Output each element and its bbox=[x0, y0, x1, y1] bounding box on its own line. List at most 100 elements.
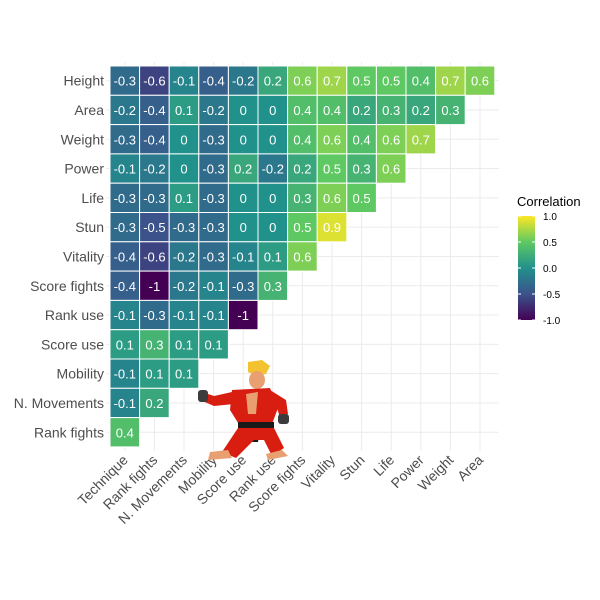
legend-tick-label: -0.5 bbox=[543, 290, 561, 301]
heatmap-cell bbox=[405, 94, 437, 126]
heatmap-cell bbox=[198, 94, 229, 126]
heatmap-cell bbox=[257, 182, 289, 213]
heatmap-cell bbox=[198, 182, 229, 213]
heatmap-cell bbox=[109, 153, 141, 184]
cell-value-label: -0.2 bbox=[202, 103, 224, 118]
x-tick-label: Stun bbox=[336, 452, 368, 484]
heatmap-cell bbox=[257, 270, 289, 301]
cell-value-label: 0.6 bbox=[382, 162, 400, 177]
heatmap-cell bbox=[109, 212, 141, 243]
cell-value-label: -0.3 bbox=[202, 191, 224, 206]
heatmap-cell bbox=[464, 65, 496, 96]
cell-value-label: 0.3 bbox=[293, 191, 311, 206]
legend: Correlation 1.0 0.5 0.0 -0.5 -1.0 bbox=[517, 194, 581, 327]
cell-value-label: -0.1 bbox=[202, 308, 224, 323]
cell-value-label: 0.6 bbox=[471, 74, 489, 89]
cell-value-label: -1 bbox=[149, 279, 161, 294]
cell-value-label: 0.3 bbox=[382, 103, 400, 118]
cell-value-label: 0 bbox=[240, 103, 247, 118]
cell-value-label: -0.3 bbox=[114, 191, 136, 206]
heatmap-cell bbox=[405, 65, 437, 96]
cell-value-label: 0.2 bbox=[353, 103, 371, 118]
cell-value-label: -0.4 bbox=[114, 279, 136, 294]
cell-value-label: 0.3 bbox=[145, 337, 163, 352]
cell-value-label: -0.2 bbox=[173, 279, 195, 294]
cell-value-label: 0.4 bbox=[353, 132, 371, 147]
cell-value-label: 0.7 bbox=[441, 74, 459, 89]
y-tick-label: Life bbox=[81, 190, 104, 206]
y-axis-labels: Height Area Weight Power Life Stun Vitality Sco… bbox=[14, 73, 105, 441]
cell-value-label: 0.3 bbox=[264, 279, 282, 294]
heatmap-cell bbox=[375, 153, 407, 184]
cell-value-label: 0.6 bbox=[382, 132, 400, 147]
heatmap-cell bbox=[316, 65, 348, 96]
heatmap-cell bbox=[346, 182, 377, 213]
cell-value-label: -0.6 bbox=[143, 249, 165, 264]
cell-value-label: -0.3 bbox=[202, 132, 224, 147]
heatmap-cell bbox=[435, 94, 466, 126]
cell-value-label: 0.4 bbox=[323, 103, 341, 118]
cell-value-label: 0 bbox=[269, 220, 276, 235]
cell-value-label: 0 bbox=[240, 132, 247, 147]
cell-value-label: 0.4 bbox=[412, 74, 430, 89]
cell-value-label: -0.3 bbox=[173, 220, 195, 235]
legend-tick-label: -1.0 bbox=[543, 316, 561, 327]
heatmap-cell bbox=[316, 153, 348, 184]
heatmap-cell bbox=[227, 299, 259, 331]
heatmap-cell bbox=[257, 212, 289, 243]
heatmap-cell bbox=[346, 124, 377, 155]
heatmap-cell bbox=[257, 241, 289, 272]
cell-value-label: 0.7 bbox=[412, 132, 430, 147]
cell-value-label: -0.5 bbox=[143, 220, 165, 235]
cell-value-label: 0.1 bbox=[145, 367, 163, 382]
heatmap-cell bbox=[346, 153, 377, 184]
cell-value-label: -0.4 bbox=[114, 249, 136, 264]
legend-tick-label: 0.5 bbox=[543, 238, 557, 249]
cell-value-label: -0.2 bbox=[114, 103, 136, 118]
legend-tick-label: 0.0 bbox=[543, 264, 557, 275]
heatmap-cell bbox=[109, 417, 141, 448]
heatmap-cell bbox=[139, 65, 170, 96]
cell-value-label: -0.1 bbox=[114, 367, 136, 382]
heatmap-cell bbox=[257, 153, 289, 184]
cell-value-label: -0.3 bbox=[202, 220, 224, 235]
cell-value-label: -0.3 bbox=[232, 279, 254, 294]
cell-value-label: -0.1 bbox=[173, 308, 195, 323]
cell-value-label: -0.1 bbox=[202, 279, 224, 294]
cell-value-label: 0.1 bbox=[264, 249, 282, 264]
heatmap-cell bbox=[139, 153, 170, 184]
heatmap-cell bbox=[375, 94, 407, 126]
cell-value-label: -0.3 bbox=[114, 74, 136, 89]
cell-value-label: -0.2 bbox=[232, 74, 254, 89]
y-tick-label: Height bbox=[64, 73, 105, 89]
legend-ticks: 1.0 0.5 0.0 -0.5 -1.0 bbox=[518, 212, 561, 327]
heatmap-cells: -0.3 -0.6 -0.1 -0.4 -0.2 0.2 0.6 0.7 0.5 0.5 0.4 0.… bbox=[109, 65, 496, 448]
legend-colorbar bbox=[518, 216, 535, 320]
heatmap-cell bbox=[168, 241, 200, 272]
heatmap-cell bbox=[346, 65, 377, 96]
cell-value-label: 0.6 bbox=[323, 191, 341, 206]
heatmap-cell bbox=[168, 182, 200, 213]
cell-value-label: 0.3 bbox=[441, 103, 459, 118]
heatmap-cell bbox=[287, 182, 318, 213]
cell-value-label: 0 bbox=[269, 103, 276, 118]
y-tick-label: Stun bbox=[75, 219, 104, 235]
cell-value-label: -0.4 bbox=[143, 132, 165, 147]
cell-value-label: -0.3 bbox=[114, 132, 136, 147]
y-tick-label: Rank use bbox=[45, 307, 104, 323]
heatmap-cell bbox=[346, 94, 377, 126]
heatmap-cell bbox=[109, 299, 141, 331]
cell-value-label: 0.1 bbox=[205, 337, 223, 352]
cell-value-label: 0.2 bbox=[234, 162, 252, 177]
y-tick-label: Mobility bbox=[57, 366, 104, 382]
heatmap-cell bbox=[198, 329, 229, 360]
cell-value-label: 0.2 bbox=[145, 396, 163, 411]
cell-value-label: -0.1 bbox=[173, 74, 195, 89]
heatmap-cell bbox=[168, 358, 200, 389]
cell-value-label: -0.2 bbox=[173, 249, 195, 264]
cell-value-label: 0.5 bbox=[353, 74, 371, 89]
heatmap-cell bbox=[287, 124, 318, 155]
cell-value-label: 0.2 bbox=[293, 162, 311, 177]
x-tick-label: Vitality bbox=[298, 452, 338, 492]
